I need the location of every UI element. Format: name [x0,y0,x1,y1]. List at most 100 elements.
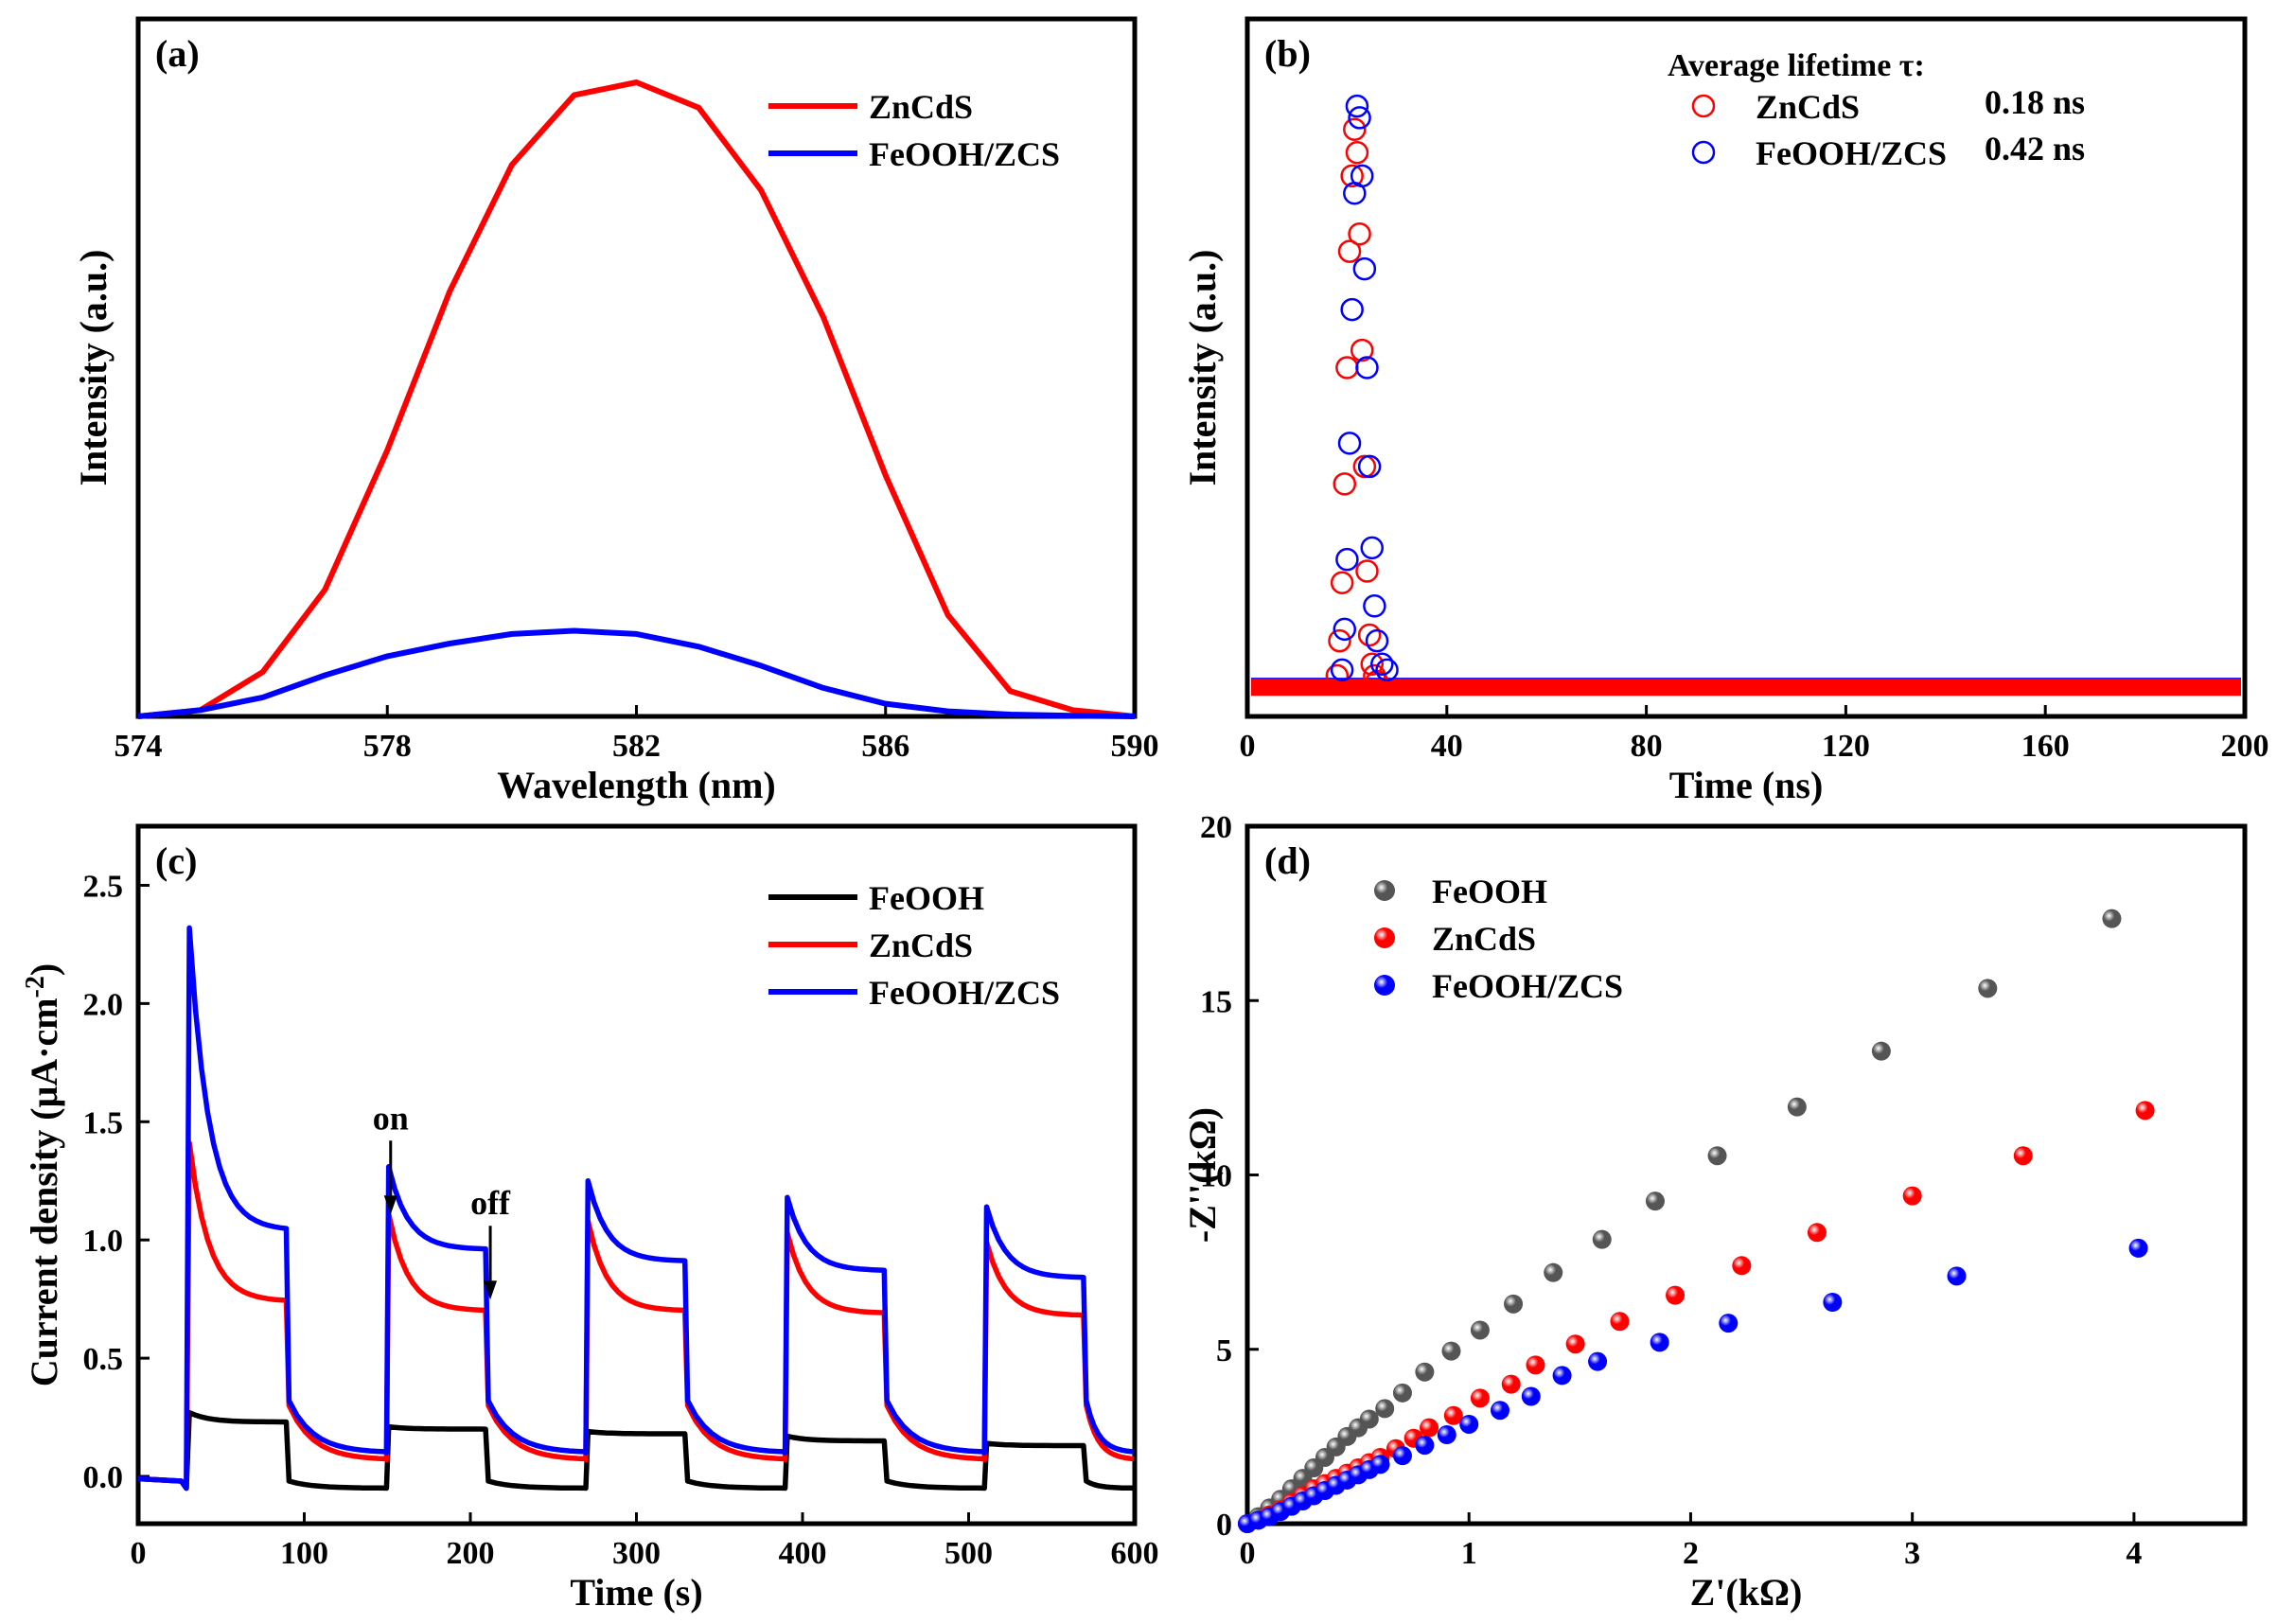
data-point-FeOOH/ZCS [1350,164,1374,188]
data-point-ZnCdS [1352,454,1377,479]
data-point-FeOOH/ZCS [2128,1238,2148,1258]
data-point-FeOOH [1592,1229,1612,1249]
data-point-FeOOH [1504,1294,1524,1314]
x-tick-label: 40 [1431,729,1463,764]
x-tick-label: 500 [944,1536,993,1571]
data-point-FeOOH/ZCS [1521,1386,1541,1406]
y-tick-label: 0 [1216,1508,1232,1543]
x-tick-label: 0 [1240,1536,1256,1571]
legend-marker [1374,880,1395,901]
series-line-ZnCdS [137,79,1136,719]
y-tick-label: 5 [1216,1333,1232,1368]
x-tick-label: 2 [1683,1536,1699,1571]
data-point-ZnCdS [1337,239,1362,263]
panel-label: (c) [155,839,197,882]
x-tick-label: 200 [2221,729,2269,764]
data-point-FeOOH [1707,1146,1727,1166]
series-line-FeOOH [137,1409,1135,1492]
data-point-FeOOH [1359,1409,1379,1429]
data-point-ZnCdS [1330,571,1354,594]
x-tick-label: 574 [115,729,163,764]
legend-label: FeOOH/ZCS [1432,967,1623,1005]
series-line-FeOOH/ZCS [137,925,1135,1492]
y-axis-label: -Z''(kΩ) [1181,1107,1224,1243]
x-tick-label: 0 [1240,729,1256,764]
x-tick-label: 582 [612,729,661,764]
data-point-ZnCdS [1666,1285,1686,1305]
panel-label: (d) [1264,839,1311,882]
data-point-FeOOH/ZCS [1352,256,1377,281]
data-point-FeOOH [1544,1262,1563,1282]
plot-frame [1244,823,2248,1527]
data-point-ZnCdS [1357,623,1382,647]
legend-label: ZnCdS [1756,88,1860,126]
legend-label: ZnCdS [1432,920,1536,958]
data-point-FeOOH/ZCS [1491,1401,1510,1421]
panel-label: (a) [155,32,200,75]
y-axis-label: Intensity (a.u.) [72,249,115,485]
data-point-FeOOH/ZCS [1650,1333,1669,1352]
y-tick-label: 2.5 [83,869,124,904]
data-point-FeOOH/ZCS [1348,106,1371,130]
data-point-ZnCdS [1350,338,1374,362]
data-point-ZnCdS [1565,1334,1585,1354]
legend-marker [1374,975,1395,996]
series-line-ZnCdS [137,1140,1135,1492]
x-tick-label: 80 [1631,729,1663,764]
annotation-arrowhead [383,1195,397,1215]
data-point-FeOOH/ZCS [1588,1351,1608,1371]
legend-label: FeOOH/ZCS [1756,134,1947,172]
data-point-FeOOH/ZCS [1370,652,1394,676]
data-point-FeOOH [1392,1383,1412,1403]
data-point-FeOOH [1470,1320,1490,1340]
data-point-ZnCdS [2013,1146,2033,1166]
data-point-ZnCdS [1333,472,1357,496]
data-point-FeOOH/ZCS [1360,536,1384,560]
annotation-arrowhead [484,1280,498,1300]
data-point-ZnCdS [1335,356,1359,380]
y-tick-label: 20 [1200,810,1232,845]
x-tick-label: 300 [612,1536,661,1571]
data-point-ZnCdS [2135,1101,2155,1121]
data-point-ZnCdS [1526,1355,1545,1375]
data-point-ZnCdS [1501,1374,1521,1394]
x-tick-label: 120 [1822,729,1870,764]
x-tick-label: 200 [447,1536,495,1571]
data-point-ZnCdS [1902,1186,1922,1206]
data-point-FeOOH/ZCS [1375,658,1399,682]
y-axis-label: Intensity (a.u.) [1181,249,1224,485]
x-tick-label: 0 [131,1536,147,1571]
data-point-FeOOH/ZCS [1947,1266,1967,1286]
legend-label: ZnCdS [869,88,973,126]
data-point-FeOOH/ZCS [1719,1314,1739,1333]
data-point-FeOOH/ZCS [1459,1414,1479,1434]
data-point-ZnCdS [1732,1256,1752,1276]
x-tick-label: 1 [1461,1536,1477,1571]
x-tick-label: 590 [1111,729,1159,764]
data-point-FeOOH [1871,1041,1891,1061]
lifetime-value: 0.42 ns [1985,130,2085,168]
data-point-ZnCdS [1348,221,1371,246]
panel-d: 0 1 2 3 4 0 5 10 15 20 (d) Z'(kΩ) -Z''(kΩ) FeOOH ZnCdS… [1181,810,2248,1614]
data-point-FeOOH [1978,979,1998,998]
data-point-ZnCdS [1343,117,1367,141]
data-point-ZnCdS [1340,164,1364,188]
panel-b: 0 40 80 120 160 200 (b) Time (ns) Intensity (a.u… [1181,16,2269,806]
series-line-FeOOH/ZCS [137,627,1136,719]
data-point-ZnCdS [1355,559,1379,583]
legend-label: FeOOH/ZCS [869,135,1060,173]
annotation-on: on [373,1099,409,1137]
y-tick-label: 1.5 [83,1105,124,1140]
data-point-ZnCdS [1420,1418,1439,1438]
legend-label: FeOOH/ZCS [869,974,1060,1012]
data-point-ZnCdS [1360,652,1384,676]
legend-marker [1691,94,1716,118]
y-tick-label: 15 [1200,984,1232,1019]
data-point-FeOOH/ZCS [1357,454,1382,479]
data-point-ZnCdS [1807,1223,1827,1243]
x-tick-label: 100 [280,1536,328,1571]
data-point-FeOOH/ZCS [1365,628,1389,653]
legend-label: FeOOH [1432,873,1547,910]
data-point-FeOOH/ZCS [1355,356,1379,380]
